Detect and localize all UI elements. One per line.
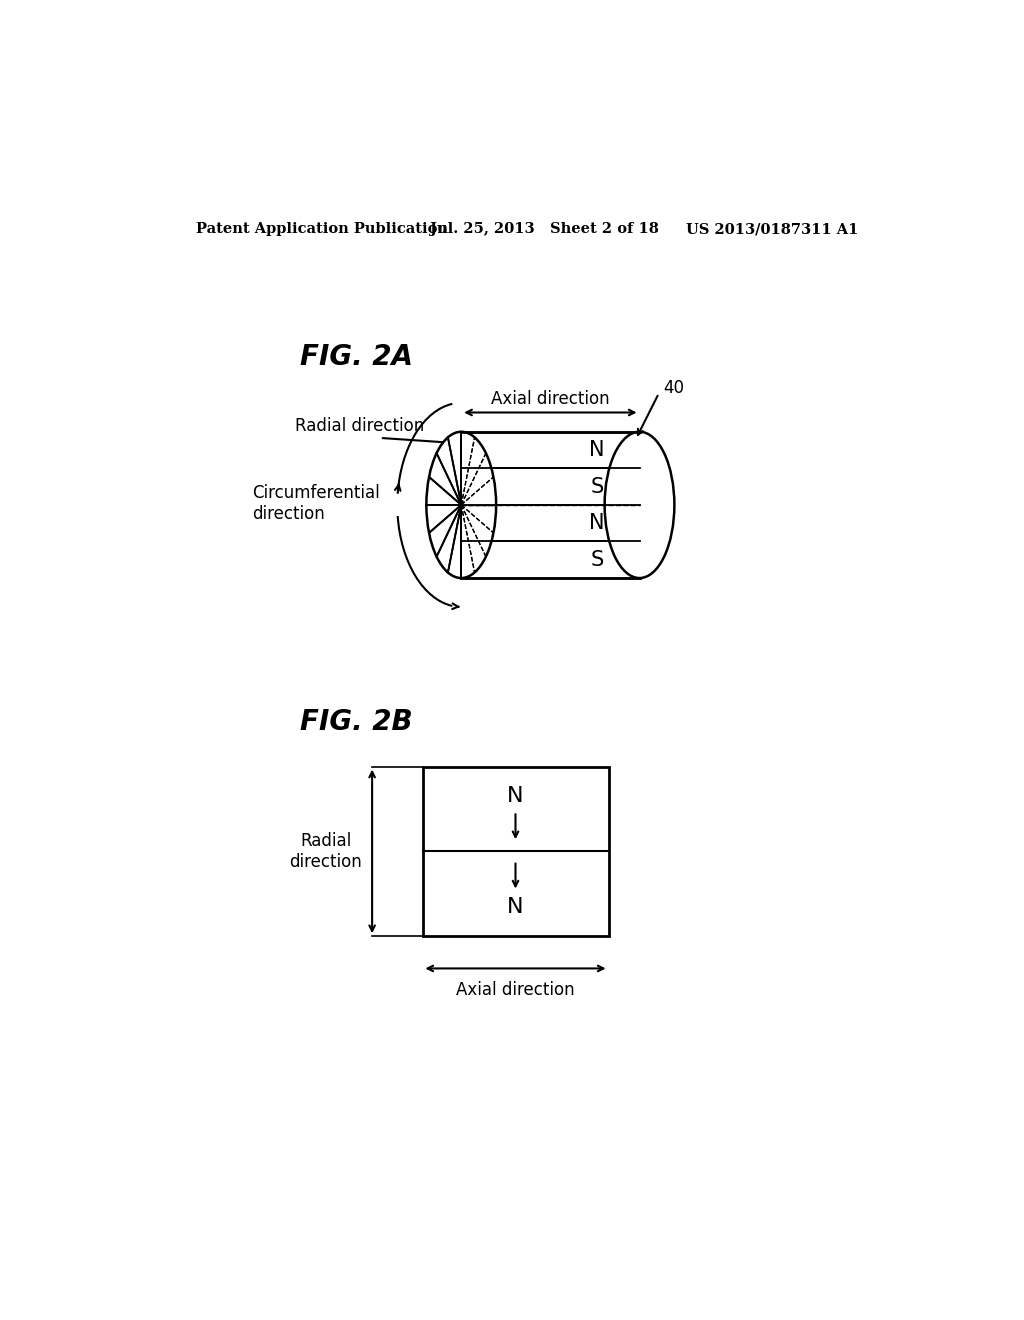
Text: US 2013/0187311 A1: US 2013/0187311 A1 — [686, 222, 858, 236]
Text: N: N — [507, 896, 523, 917]
Text: S: S — [590, 477, 603, 496]
Text: FIG. 2B: FIG. 2B — [300, 708, 413, 737]
Text: Radial direction: Radial direction — [295, 417, 424, 436]
Text: Jul. 25, 2013   Sheet 2 of 18: Jul. 25, 2013 Sheet 2 of 18 — [430, 222, 659, 236]
Bar — [423, 767, 608, 936]
Text: N: N — [589, 513, 604, 533]
Text: Radial
direction: Radial direction — [289, 832, 362, 871]
Text: FIG. 2A: FIG. 2A — [300, 343, 413, 371]
Text: N: N — [507, 785, 523, 807]
Text: S: S — [590, 549, 603, 570]
Text: 40: 40 — [663, 379, 684, 397]
Text: N: N — [589, 440, 604, 461]
Text: Axial direction: Axial direction — [456, 981, 574, 999]
Ellipse shape — [426, 432, 496, 578]
Text: Circumferential
direction: Circumferential direction — [252, 484, 380, 523]
Text: Axial direction: Axial direction — [492, 391, 609, 408]
Text: Patent Application Publication: Patent Application Publication — [197, 222, 449, 236]
Ellipse shape — [604, 432, 675, 578]
